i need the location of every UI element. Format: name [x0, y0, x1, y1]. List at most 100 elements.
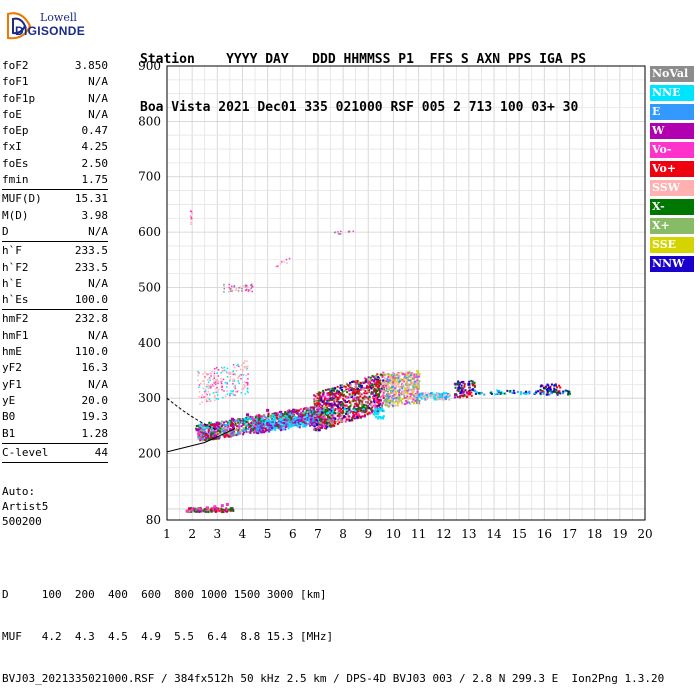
trace-pixel	[237, 289, 240, 292]
trace-pixel	[388, 388, 391, 391]
trace-pixel	[255, 420, 258, 423]
trace-pixel	[230, 390, 232, 392]
trace-pixel	[373, 387, 376, 390]
trace-pixel	[561, 392, 564, 395]
trace-pixel	[284, 412, 287, 415]
trace-pixel	[416, 390, 419, 393]
trace-pixel	[395, 385, 398, 388]
trace-pixel	[374, 408, 377, 411]
trace-pixel	[459, 382, 462, 385]
trace-pixel	[227, 424, 230, 427]
param-row: yF1 N/A	[2, 377, 108, 393]
trace-pixel	[240, 425, 243, 428]
trace-pixel	[511, 392, 514, 395]
trace-pixel	[231, 426, 234, 429]
trace-pixel	[193, 508, 196, 511]
trace-pixel	[362, 407, 365, 410]
trace-pixel	[320, 419, 323, 422]
trace-pixel	[205, 439, 208, 442]
data-point	[213, 505, 217, 509]
trace-pixel	[407, 386, 410, 389]
trace-pixel	[294, 418, 297, 421]
x-tick-label: 9	[364, 527, 372, 541]
trace-pixel	[195, 424, 198, 427]
trace-pixel	[458, 381, 461, 384]
trace-pixel	[333, 392, 336, 395]
y-tick-label: 400	[138, 336, 161, 350]
trace-pixel	[226, 376, 229, 378]
trace-pixel	[237, 419, 240, 422]
trace-pixel	[249, 284, 252, 287]
trace-pixel	[296, 417, 299, 420]
param-name: yF2	[2, 361, 22, 375]
trace-pixel	[219, 427, 222, 430]
trace-pixel	[240, 364, 243, 367]
trace-pixel	[345, 407, 348, 410]
trace-pixel	[381, 417, 384, 420]
trace-pixel	[356, 408, 359, 411]
trace-pixel	[303, 421, 306, 424]
trace-pixel	[364, 377, 367, 380]
trace-pixel	[415, 381, 418, 384]
trace-pixel	[340, 230, 342, 233]
trace-pixel	[296, 411, 299, 414]
trace-pixel	[404, 390, 407, 393]
trace-pixel	[215, 427, 218, 430]
trace-pixel	[312, 408, 315, 411]
trace-pixel	[397, 389, 400, 392]
trace-pixel	[385, 393, 388, 396]
trace-pixel	[377, 378, 380, 381]
trace-pixel	[256, 414, 259, 417]
trace-pixel	[319, 421, 322, 424]
trace-pixel	[338, 391, 341, 394]
trace-pixel	[327, 419, 330, 422]
trace-pixel	[334, 392, 337, 395]
trace-pixel	[239, 420, 242, 423]
trace-pixel	[326, 397, 329, 400]
x-tick-label: 19	[612, 527, 627, 541]
trace-pixel	[259, 424, 262, 427]
trace-pixel	[355, 402, 358, 405]
trace-pixel	[203, 438, 206, 441]
trace-pixel	[553, 384, 556, 387]
trace-pixel	[354, 416, 357, 419]
trace-pixel	[323, 398, 326, 401]
trace-pixel	[225, 508, 228, 511]
trace-pixel	[344, 385, 347, 388]
trace-pixel	[370, 378, 373, 381]
trace-pixel	[340, 411, 343, 414]
trace-pixel	[253, 425, 256, 428]
trace-pixel	[280, 425, 283, 428]
trace-pixel	[248, 423, 251, 426]
trace-pixel	[215, 398, 218, 400]
trace-pixel	[204, 371, 206, 373]
trace-pixel	[232, 429, 235, 432]
param-separator	[2, 189, 108, 191]
trace-pixel	[238, 365, 240, 368]
trace-pixel	[318, 391, 321, 394]
trace-pixel	[289, 410, 292, 413]
trace-pixel	[386, 394, 389, 397]
trace-pixel	[331, 420, 334, 423]
trace-pixel	[199, 510, 202, 513]
trace-pixel	[478, 392, 481, 395]
trace-pixel	[313, 425, 316, 428]
trace-pixel	[385, 403, 388, 406]
trace-pixel	[246, 417, 249, 420]
extrapolated-profile-line	[166, 428, 236, 453]
trace-pixel	[397, 373, 400, 376]
trace-pixel	[299, 415, 302, 418]
trace-pixel	[337, 231, 339, 233]
trace-pixel	[291, 417, 294, 420]
trace-pixel	[209, 379, 211, 381]
trace-pixel	[313, 398, 316, 401]
trace-pixel	[312, 423, 315, 426]
trace-pixel	[264, 427, 267, 430]
trace-pixel	[289, 417, 292, 420]
trace-pixel	[202, 434, 205, 437]
trace-pixel	[246, 284, 248, 287]
trace-pixel	[240, 421, 243, 424]
trace-pixel	[262, 418, 265, 421]
trace-pixel	[268, 427, 271, 430]
trace-pixel	[373, 398, 376, 401]
